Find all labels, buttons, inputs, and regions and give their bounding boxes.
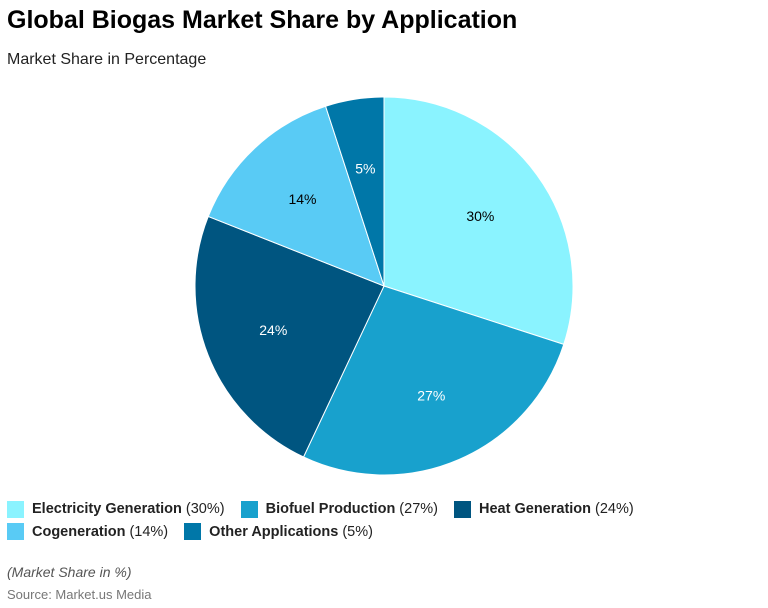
legend-item: Heat Generation (24%) [454, 499, 634, 519]
slice-label: 5% [355, 160, 375, 176]
slice-label: 27% [417, 387, 445, 403]
legend: Electricity Generation (30%) Biofuel Prod… [7, 499, 647, 544]
chart-title: Global Biogas Market Share by Applicatio… [7, 6, 518, 34]
legend-swatch [7, 500, 24, 518]
slice-label: 30% [466, 208, 494, 224]
legend-item: Biofuel Production (27%) [240, 499, 438, 519]
legend-item: Electricity Generation (30%) [7, 499, 225, 519]
slice-label: 24% [259, 322, 287, 338]
pie-slice [194, 215, 385, 458]
legend-swatch [240, 500, 258, 518]
pie-chart: 30% 27% 24% 14% 5% [194, 96, 574, 476]
legend-swatch [454, 500, 472, 518]
legend-swatch [7, 523, 24, 540]
chart-source: Source: Market.us Media [7, 587, 152, 602]
chart-note: (Market Share in %) [7, 564, 132, 580]
pie-slice [324, 96, 385, 287]
legend-item: Cogeneration (14%) [7, 522, 168, 542]
pie-slice [383, 96, 574, 346]
legend-swatch [184, 523, 202, 540]
legend-item: Other Applications (5%) [184, 522, 373, 542]
slice-label: 14% [288, 191, 316, 207]
chart-subtitle: Market Share in Percentage [7, 51, 207, 68]
pie-slice [302, 285, 565, 476]
